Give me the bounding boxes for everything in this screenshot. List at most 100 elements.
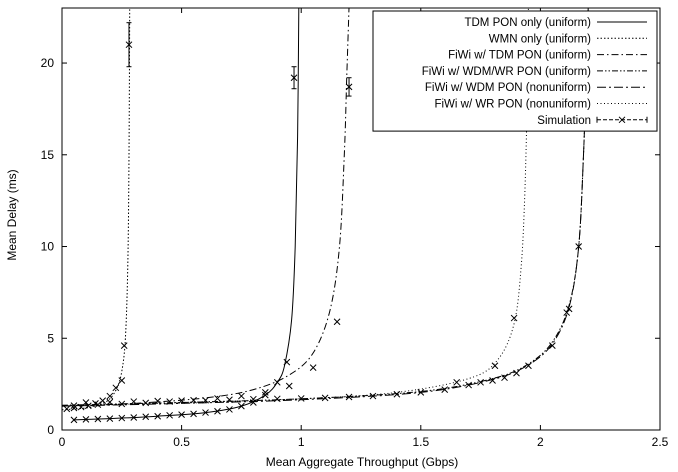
simulation-point [166, 398, 173, 405]
simulation-point [142, 399, 150, 407]
simulation-point [273, 378, 281, 386]
simulation-point [130, 398, 138, 405]
simulation-point [261, 391, 269, 399]
error-bar [291, 66, 297, 90]
simulation-point [106, 415, 114, 422]
series-line-2 [62, 8, 131, 411]
x-tick-label: 2.5 [652, 435, 669, 449]
simulation-point [273, 395, 281, 403]
simulation-point [453, 378, 461, 386]
simulation-point [118, 414, 126, 422]
simulation-point [501, 374, 508, 382]
simulation-point [82, 399, 90, 406]
simulation-point [166, 411, 173, 419]
simulation-point [369, 392, 377, 400]
simulation-point [154, 412, 162, 420]
simulation-point [190, 410, 197, 418]
series-line-1 [73, 8, 300, 421]
simulation-point [513, 369, 520, 377]
legend-item: Simulation [537, 115, 648, 127]
error-bar [126, 22, 132, 68]
y-tick-label: 0 [47, 423, 54, 437]
simulation-point [154, 397, 162, 405]
simulation-point [491, 362, 499, 370]
simulation-point [70, 402, 78, 409]
simulation-point [106, 392, 114, 400]
simulation-point [321, 394, 329, 402]
simulation-point [118, 400, 126, 408]
simulation-point [238, 402, 245, 410]
simulation-point [112, 384, 120, 392]
simulation-point [142, 413, 150, 421]
simulation-point [82, 416, 90, 423]
simulation-point [190, 396, 197, 404]
x-tick-label: 0 [59, 435, 66, 449]
legend-label: Simulation [537, 115, 591, 127]
simulation-point [477, 378, 484, 386]
simulation-point [130, 414, 138, 421]
simulation-point [489, 377, 496, 384]
simulation-point [178, 411, 185, 418]
y-tick-label: 20 [41, 56, 55, 70]
simulation-point [261, 389, 269, 396]
y-tick-label: 5 [47, 331, 54, 345]
simulation-point [84, 402, 92, 410]
simulation-point [226, 406, 233, 413]
simulation-point [345, 393, 353, 401]
legend-item: TDM PON only (uniform) [464, 17, 647, 29]
legend-label: FiWi w/ WDM/WR PON (uniform) [422, 66, 591, 78]
simulation-point [565, 305, 573, 313]
simulation-point [99, 397, 107, 404]
axes: 0 0.5 1 1.5 2 2.5 0 5 10 15 20 [41, 7, 669, 449]
simulation-point [214, 395, 221, 402]
simulation-point [525, 362, 532, 370]
x-axis-title: Mean Aggregate Throughput (Gbps) [266, 455, 459, 469]
legend: TDM PON only (uniform) WMN only (uniform)… [372, 10, 658, 132]
legend-label: FiWi w/ WDM PON (nonuniform) [425, 82, 591, 94]
simulation-point [118, 377, 126, 384]
simulation-point [202, 409, 209, 416]
simulation-point [94, 401, 102, 409]
simulation-point [309, 364, 317, 371]
legend-label: FiWi w/ TDM PON (uniform) [448, 50, 591, 62]
simulation-point [214, 407, 221, 415]
simulation-point [226, 396, 233, 404]
simulation-point [465, 381, 472, 389]
x-tick-label: 0.5 [173, 435, 190, 449]
simulation-point [70, 416, 78, 424]
series-layer [62, 8, 589, 424]
simulation-point [333, 318, 341, 326]
legend-item: FiWi w/ WR PON (nonuniform) [434, 99, 647, 111]
simulation-point [297, 395, 305, 402]
legend-item: FiWi w/ WDM/WR PON (uniform) [422, 66, 647, 78]
legend-item: WMN only (uniform) [489, 33, 647, 45]
x-tick-label: 1.5 [412, 435, 429, 449]
simulation-point [250, 395, 257, 403]
simulation-point [70, 404, 78, 412]
simulation-point [441, 386, 449, 393]
y-tick-label: 10 [41, 240, 55, 254]
simulation-point [63, 405, 71, 413]
error-bar [346, 77, 352, 97]
simulation-point [178, 397, 185, 404]
legend-label: WMN only (uniform) [489, 33, 591, 45]
simulation-point [563, 309, 571, 316]
simulation-point [417, 389, 425, 396]
simulation-point [285, 382, 293, 390]
x-tick-label: 1 [298, 435, 305, 449]
simulation-point [510, 314, 518, 322]
simulation-point [202, 396, 209, 404]
simulation-point [94, 415, 102, 423]
series-line-3 [62, 8, 350, 407]
series-line-6 [62, 8, 529, 407]
legend-label: FiWi w/ WR PON (nonuniform) [434, 99, 591, 111]
x-tick-label: 2 [537, 435, 544, 449]
y-axis-title: Mean Delay (ms) [5, 169, 19, 260]
simulation-point [393, 390, 401, 398]
simulation-point [549, 342, 556, 349]
y-tick-label: 15 [41, 148, 55, 162]
legend-label: TDM PON only (uniform) [464, 17, 591, 29]
simulation-point [120, 342, 128, 349]
plot-frame [61, 7, 661, 431]
